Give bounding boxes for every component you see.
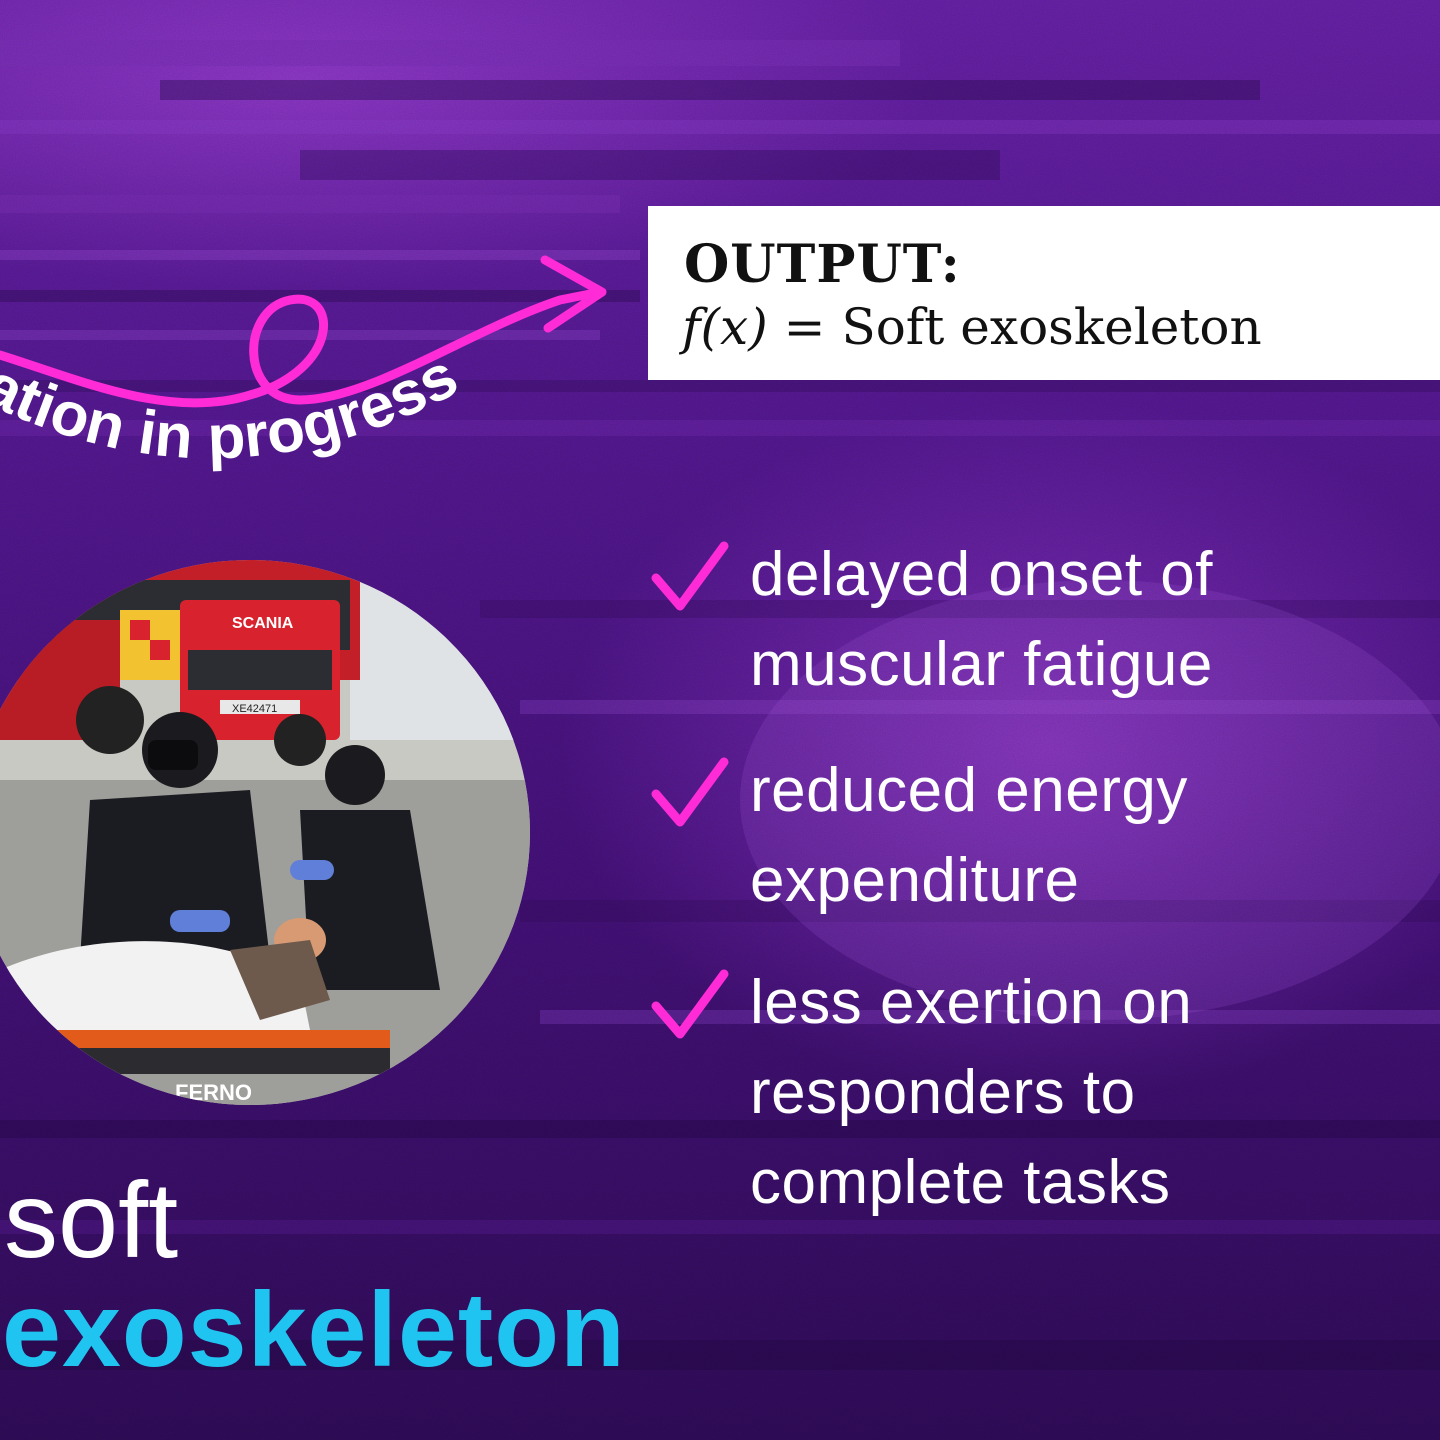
benefit-text: less exertion on responders to complete … [750, 968, 1193, 1217]
arrowhead-icon [540, 255, 607, 333]
truck-plate: XE42471 [232, 703, 277, 715]
checkmark-icon [651, 541, 729, 611]
responder-left [80, 790, 270, 960]
progress-arrow: ation in progress [0, 255, 607, 473]
output-heading: OUTPUT: [684, 234, 961, 295]
arrow-curve-line [0, 287, 605, 408]
benefit-text: reduced energy expenditure [750, 756, 1188, 915]
formula-equals: = [783, 298, 826, 356]
checkmark-icon [651, 757, 729, 827]
formula-rhs: Soft exoskeleton [841, 298, 1262, 356]
title-line-exoskeleton: exoskeleton [2, 1271, 626, 1389]
title-line-soft: soft [4, 1159, 179, 1280]
photo-illustration: SCANIA XE42471 FERNO [0, 560, 530, 1105]
blanket [0, 941, 310, 1030]
checkmark-icon [651, 969, 729, 1039]
arrow-label: ation in progress [0, 341, 468, 473]
truck-label: SCANIA [232, 615, 294, 632]
responders-photo: SCANIA XE42471 FERNO [0, 560, 530, 1105]
output-formula: f(x) = Soft exoskeleton [682, 298, 1262, 356]
benefit-text: delayed onset of muscular fatigue [750, 540, 1214, 699]
output-box: OUTPUT: f(x) = Soft exoskeleton [648, 206, 1440, 380]
svg-text:ation in progress: ation in progress [0, 341, 468, 473]
formula-lhs: f(x) [682, 298, 768, 356]
responder-right [300, 810, 440, 990]
